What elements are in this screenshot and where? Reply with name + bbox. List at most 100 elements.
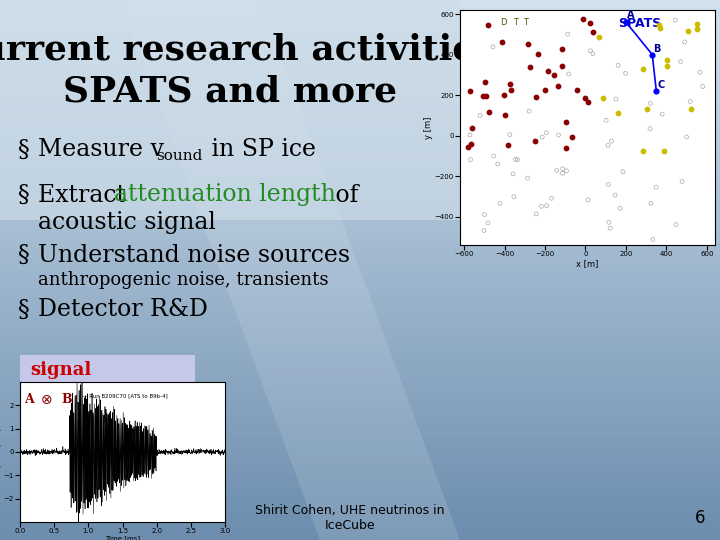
Bar [0,213,720,216]
Bar [0,362,720,364]
Text: A: A [24,393,34,406]
Point [593,33,605,42]
Bar [0,489,720,491]
Bar [0,510,720,513]
Bar [0,375,720,378]
Bar [0,486,720,489]
Point [690,24,702,33]
Point [496,37,508,46]
Bar [0,130,720,132]
Point [482,219,494,227]
Bar [0,100,720,103]
Point [651,87,662,96]
Y-axis label: y [m]: y [m] [424,116,433,139]
Text: attenuation length: attenuation length [114,184,336,206]
Bar [0,335,720,338]
Bar [0,181,720,184]
Text: SPATS: SPATS [618,17,662,30]
Point [536,202,547,211]
Bar [0,437,720,440]
Bar [0,408,720,410]
Point [504,130,516,139]
Point [563,70,575,78]
Point [644,124,656,133]
Point [510,155,521,164]
Bar [0,418,720,421]
Bar [0,103,720,105]
Bar [0,243,720,246]
Point [494,199,505,208]
Bar [0,483,720,486]
Bar [0,30,720,32]
Text: Extract: Extract [38,184,133,206]
Bar [0,224,720,227]
Point [463,143,474,151]
Bar [0,432,720,435]
Point [465,156,477,164]
Bar [0,259,720,262]
Point [603,180,614,188]
Bar [0,513,720,516]
Bar [0,356,720,359]
Bar [0,386,720,389]
Bar [0,284,720,286]
Bar [0,170,720,173]
Point [620,18,631,26]
Bar [0,532,720,535]
Bar [0,208,720,211]
Bar [0,3,720,5]
Bar [0,151,720,154]
Bar [0,370,720,373]
Point [561,166,572,175]
Point [557,165,568,173]
Point [638,147,649,156]
Bar [0,32,720,35]
Bar [0,537,720,540]
Point [675,57,686,66]
Point [467,124,478,132]
Text: T: T [523,18,528,27]
Bar [0,186,720,189]
Bar [0,462,720,464]
Bar [0,19,720,22]
Bar [0,251,720,254]
Bar [0,346,720,348]
Bar [0,11,720,14]
Text: §: § [18,184,30,206]
Point [478,226,490,235]
Bar [0,421,720,424]
Bar [0,97,720,100]
Point [614,204,626,213]
Point [662,62,673,70]
Point [603,218,615,227]
Bar [0,413,720,416]
Point [582,195,594,204]
Bar [0,94,720,97]
Point [553,131,564,139]
Bar [0,500,720,502]
Point [539,85,551,94]
Text: acoustic signal: acoustic signal [38,211,216,233]
Text: A: A [627,10,634,20]
Point [571,85,582,94]
Point [637,65,649,73]
Bar [0,16,720,19]
Point [647,50,658,59]
Bar [0,332,720,335]
Bar [0,192,720,194]
Bar [0,105,720,108]
Point [691,19,703,28]
Bar [0,154,720,157]
Bar [0,529,720,532]
Bar [0,81,720,84]
Point [480,78,491,86]
Point [502,141,513,150]
Bar [0,0,460,220]
Point [694,68,706,77]
Text: B: B [61,393,71,406]
Point [548,71,559,79]
Point [580,94,591,103]
Bar [0,178,720,181]
Point [512,156,523,164]
Point [577,15,589,23]
